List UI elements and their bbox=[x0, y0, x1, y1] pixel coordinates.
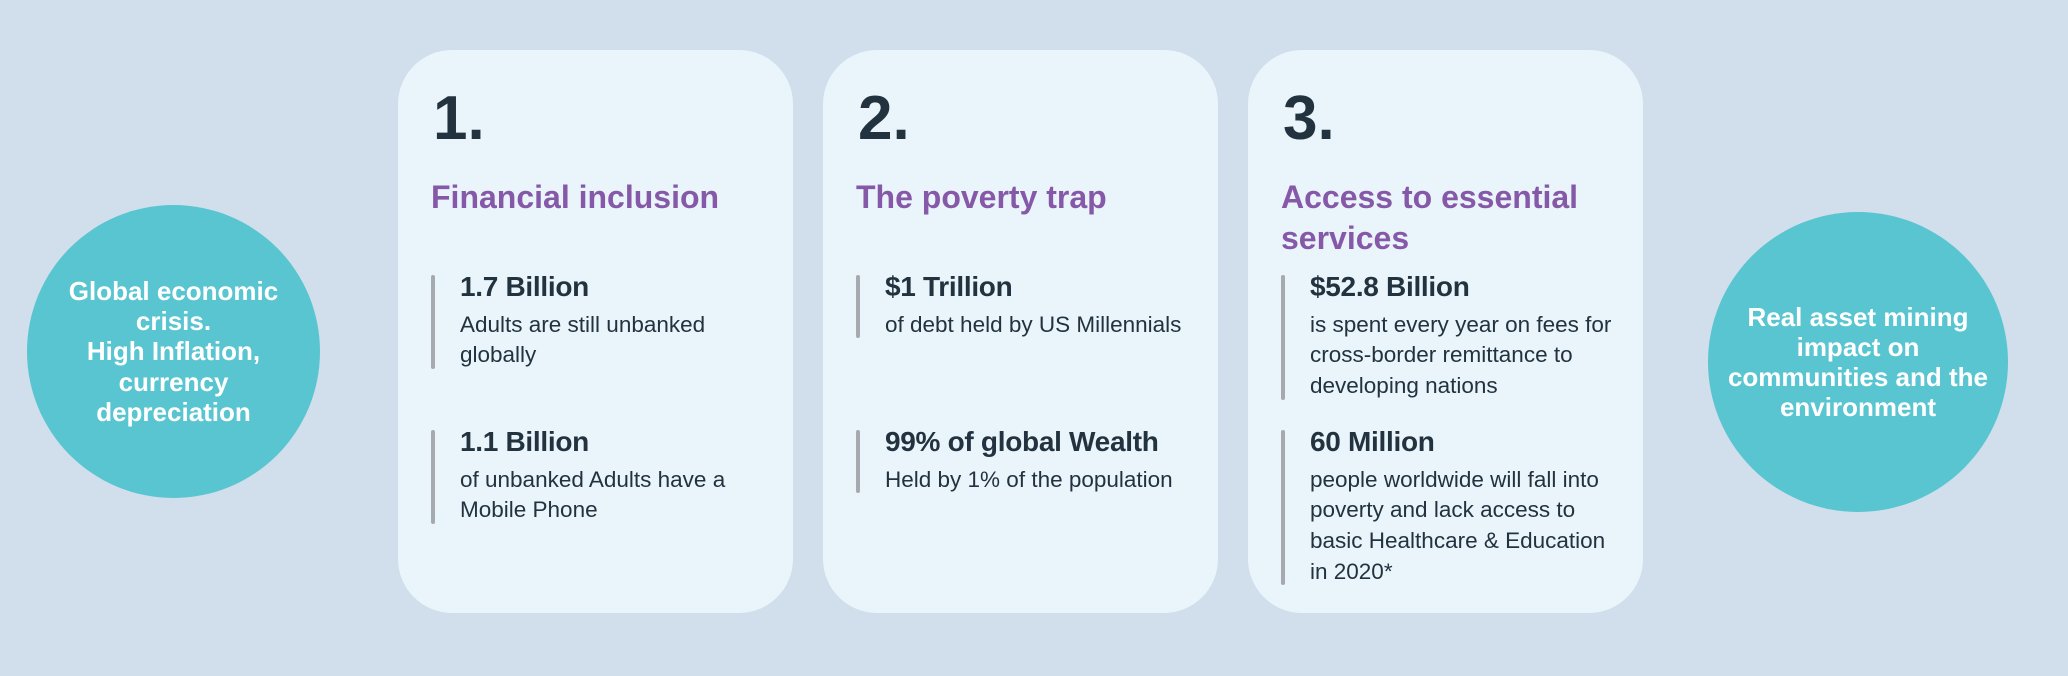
stat-value: 1.1 Billion bbox=[460, 425, 589, 457]
card-number: 3. bbox=[1283, 84, 1335, 153]
circle-text-line: currency bbox=[118, 366, 229, 397]
stat-block: 1.1 Billion of unbanked Adults have a Mo… bbox=[431, 426, 777, 581]
card-financial-inclusion: 1. Financial inclusion 1.7 Billion Adult… bbox=[398, 50, 793, 613]
card-number: 2. bbox=[858, 84, 910, 153]
stat-value: 99% of global Wealth bbox=[885, 425, 1159, 457]
stat-block: 99% of global Wealth Held by 1% of the p… bbox=[856, 426, 1202, 581]
stat-block: $52.8 Billion is spent every year on fee… bbox=[1281, 271, 1627, 426]
circle-text-line: impact on bbox=[1796, 331, 1920, 362]
stat-value: $52.8 Billion bbox=[1310, 270, 1470, 302]
stat-value: 60 Million bbox=[1310, 425, 1435, 457]
card-title: The poverty trap bbox=[856, 178, 1107, 215]
stat-value: 1.7 Billion bbox=[460, 270, 589, 302]
mining-impact-circle: Real asset mining impact on communities … bbox=[1708, 212, 2008, 512]
stat-accent-bar bbox=[431, 274, 435, 370]
stat-description: is spent every year on fees for cross-bo… bbox=[1310, 311, 1612, 399]
global-crisis-text: Global economic crisis. High Inflation, … bbox=[69, 276, 279, 427]
card-title: Access to essential services bbox=[1281, 178, 1579, 257]
stat-block: $1 Trillion of debt held by US Millennia… bbox=[856, 271, 1202, 426]
stat-accent-bar bbox=[1281, 274, 1285, 400]
stat-accent-bar bbox=[431, 429, 435, 525]
stat-block: 60 Million people worldwide will fall in… bbox=[1281, 426, 1627, 587]
stat-description: people worldwide will fall into poverty … bbox=[1310, 466, 1606, 584]
circle-text-line: environment bbox=[1779, 392, 1936, 423]
stat-description: Adults are still unbanked globally bbox=[460, 311, 706, 368]
circle-text-line: High Inflation, bbox=[86, 336, 261, 367]
card-title: Financial inclusion bbox=[431, 178, 720, 215]
circle-text-line: Real asset mining bbox=[1747, 301, 1969, 332]
circle-text-line: depreciation bbox=[96, 396, 251, 427]
stat-value: $1 Trillion bbox=[885, 270, 1013, 302]
card-poverty-trap: 2. The poverty trap $1 Trillion of debt … bbox=[823, 50, 1218, 613]
stat-accent-bar bbox=[1281, 429, 1285, 586]
card-number: 1. bbox=[433, 84, 485, 153]
circle-text-line: Global economic bbox=[68, 276, 279, 307]
circle-text-line: communities and the bbox=[1727, 362, 1989, 392]
card-essential-services: 3. Access to essential services $52.8 Bi… bbox=[1248, 50, 1643, 613]
cards-row: 1. Financial inclusion 1.7 Billion Adult… bbox=[398, 50, 1643, 613]
circle-text-line: crisis. bbox=[135, 306, 212, 337]
mining-impact-text: Real asset mining impact on communities … bbox=[1728, 302, 1988, 423]
stat-block: 1.7 Billion Adults are still unbanked gl… bbox=[431, 271, 777, 426]
stat-description: of unbanked Adults have a Mobile Phone bbox=[460, 466, 726, 523]
global-crisis-circle: Global economic crisis. High Inflation, … bbox=[27, 205, 320, 498]
stat-description: Held by 1% of the population bbox=[885, 466, 1173, 492]
stat-accent-bar bbox=[856, 274, 860, 339]
stat-accent-bar bbox=[856, 429, 860, 494]
stat-description: of debt held by US Millennials bbox=[885, 311, 1182, 337]
